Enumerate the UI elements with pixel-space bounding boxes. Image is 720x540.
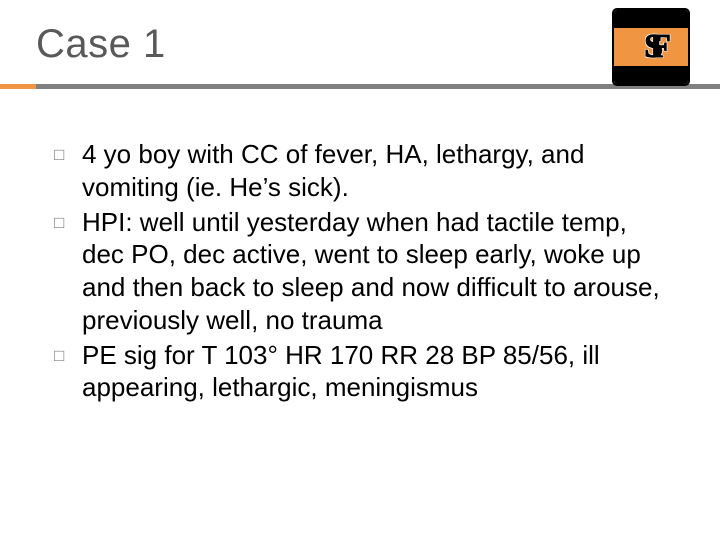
logo-bottom-bar [614,66,688,84]
logo-top-bar [614,10,688,28]
slide: Case 1 SF □ 4 yo boy with CC of fever, H… [0,0,720,540]
bullet-marker-icon: □ [54,138,82,172]
bullet-item: □ HPI: well until yesterday when had tac… [54,206,672,337]
bullet-marker-icon: □ [54,206,82,240]
logo-mid: SF [614,28,688,66]
title-rule [0,84,720,89]
bullet-text: 4 yo boy with CC of fever, HA, lethargy,… [82,138,672,204]
team-logo: SF [612,8,690,86]
bullet-item: □ 4 yo boy with CC of fever, HA, letharg… [54,138,672,204]
body-content: □ 4 yo boy with CC of fever, HA, letharg… [54,138,672,406]
bullet-text: PE sig for T 103° HR 170 RR 28 BP 85/56,… [82,339,672,405]
title-area: Case 1 [36,22,684,67]
rule-accent [0,84,36,89]
bullet-text: HPI: well until yesterday when had tacti… [82,206,672,337]
logo-letters: SF [644,35,658,59]
slide-title: Case 1 [36,22,684,67]
bullet-item: □ PE sig for T 103° HR 170 RR 28 BP 85/5… [54,339,672,405]
bullet-marker-icon: □ [54,339,82,373]
